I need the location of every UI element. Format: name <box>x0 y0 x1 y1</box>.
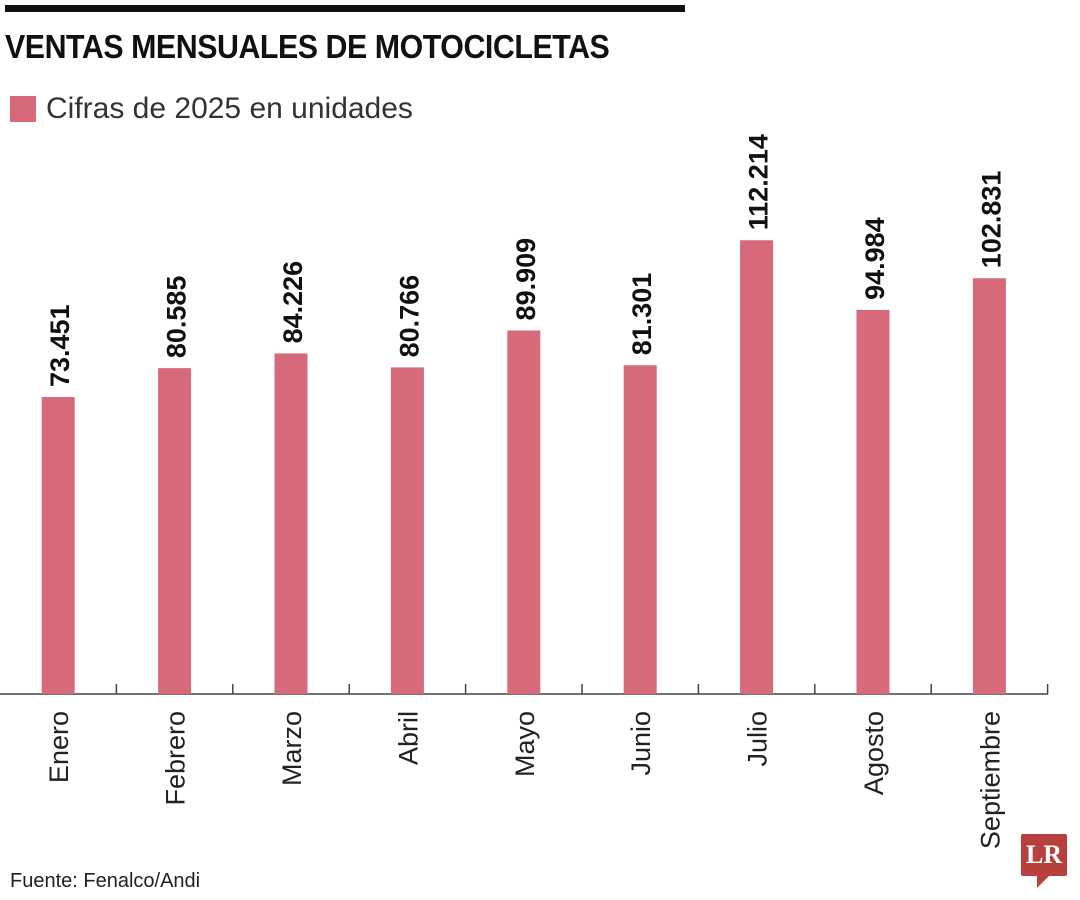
value-label: 102.831 <box>976 171 1006 269</box>
value-label: 112.214 <box>744 134 774 230</box>
category-label: Junio <box>626 711 656 776</box>
source-note: Fuente: Fenalco/Andi <box>10 870 201 892</box>
value-label: 80.766 <box>394 275 424 358</box>
bar <box>390 367 424 694</box>
value-label: 89.909 <box>511 238 541 321</box>
value-label: 80.585 <box>162 276 192 359</box>
chart-title: VENTAS MENSUALES DE MOTOCICLETAS <box>5 28 610 65</box>
category-label: Agosto <box>859 711 889 795</box>
category-label: Marzo <box>277 711 307 786</box>
legend-label: Cifras de 2025 en unidades <box>46 92 413 125</box>
bar <box>623 365 657 694</box>
category-label: Mayo <box>510 711 540 777</box>
value-label: 81.301 <box>627 273 657 356</box>
category-label: Julio <box>743 711 773 767</box>
lr-logo: LR <box>1021 834 1067 888</box>
legend: Cifras de 2025 en unidades <box>10 92 413 126</box>
legend-swatch <box>10 96 36 122</box>
bar <box>158 368 192 694</box>
category-label: Enero <box>44 711 74 783</box>
bar <box>274 353 308 694</box>
top-rule <box>5 5 685 12</box>
bar <box>740 240 774 694</box>
bar <box>972 278 1006 694</box>
bar <box>507 330 541 694</box>
category-label: Febrero <box>161 711 191 806</box>
bar <box>41 397 75 694</box>
bar <box>856 309 890 694</box>
value-label: 94.984 <box>860 217 890 300</box>
category-label: Septiembre <box>975 711 1005 849</box>
value-label: 84.226 <box>278 261 308 344</box>
category-label: Abril <box>393 711 423 765</box>
value-label: 73.451 <box>45 304 75 387</box>
